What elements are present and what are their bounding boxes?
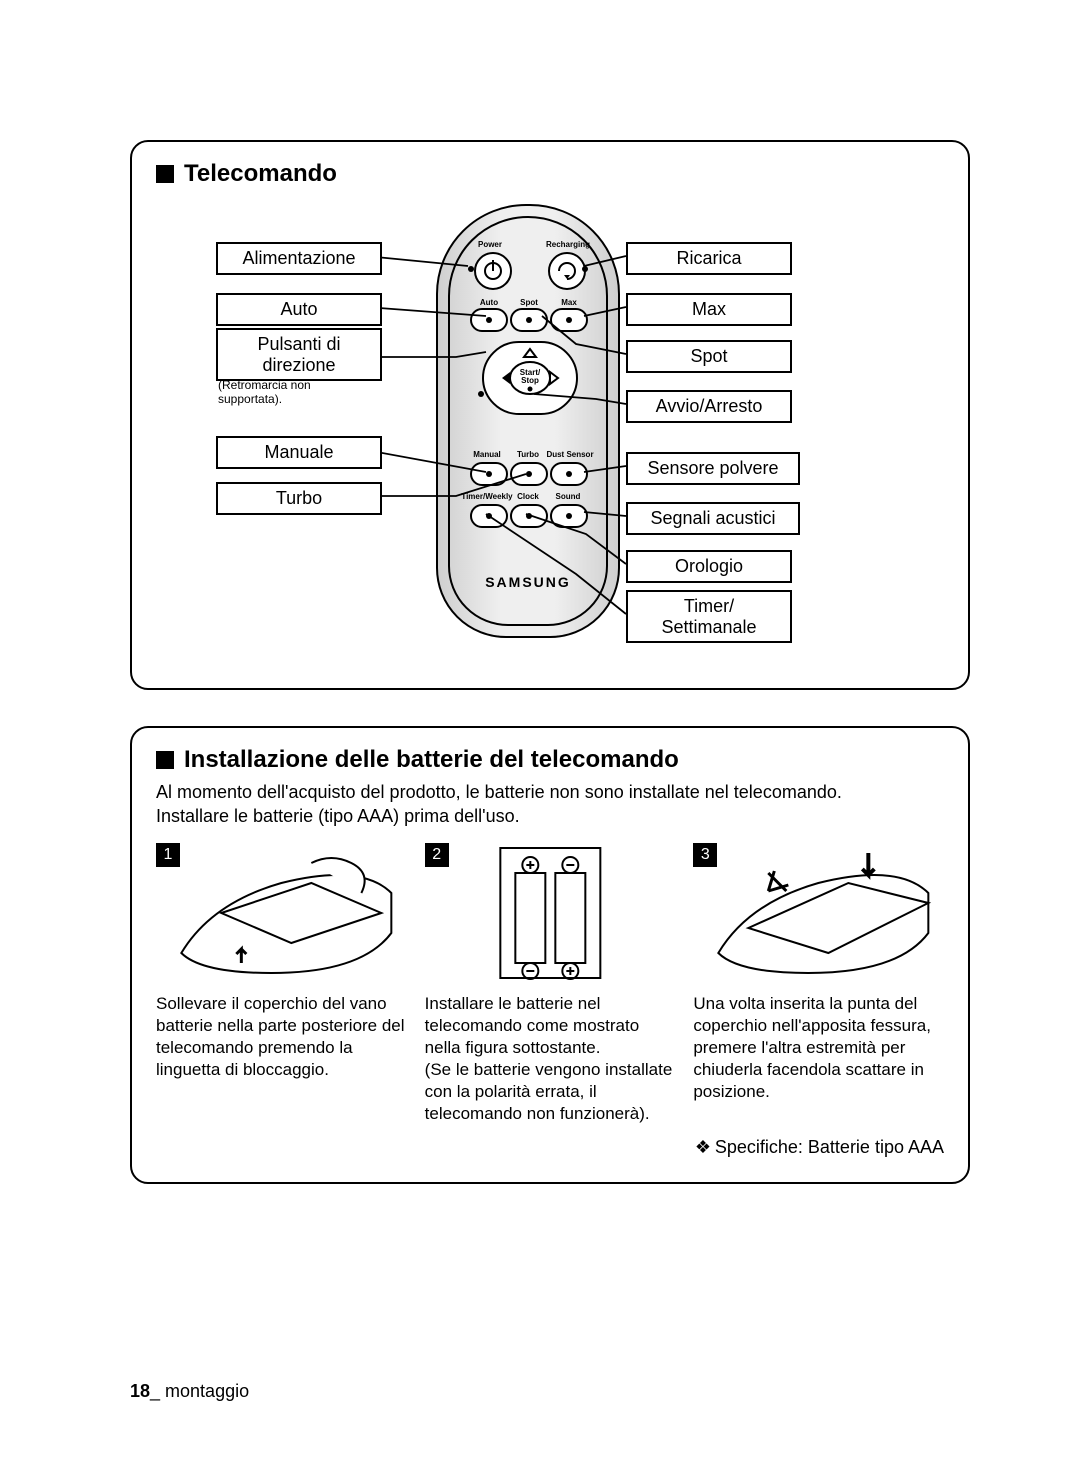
panel1-title-text: Telecomando — [184, 160, 337, 187]
battery-panel: Installazione delle batterie del telecom… — [130, 726, 970, 1184]
remote-diagram: Power Recharging Auto Spot Max — [156, 194, 944, 664]
label-timer: Timer/ Settimanale — [626, 590, 792, 643]
label-segnali: Segnali acustici — [626, 502, 800, 535]
label-direzione: Pulsanti di direzione — [216, 328, 382, 381]
step3-image: 3 — [693, 843, 944, 983]
label-ricarica: Ricarica — [626, 242, 792, 275]
spec-line: ❖ Specifiche: Batterie tipo AAA — [156, 1137, 944, 1158]
label-manuale: Manuale — [216, 436, 382, 469]
panel2-intro: Al momento dell'acquisto del prodotto, l… — [156, 780, 944, 829]
step2-num: 2 — [425, 843, 449, 867]
bullet-icon — [156, 165, 174, 183]
label-auto: Auto — [216, 293, 382, 326]
bullet-icon — [156, 751, 174, 769]
label-alimentazione: Alimentazione — [216, 242, 382, 275]
step3-num: 3 — [693, 843, 717, 867]
label-turbo: Turbo — [216, 482, 382, 515]
step-2: 2 Installare le batterie nel telecomando… — [425, 843, 676, 1126]
spec-icon: ❖ — [695, 1137, 709, 1158]
spec-text: Specifiche: Batterie tipo AAA — [715, 1137, 944, 1157]
panel2-title-text: Installazione delle batterie del telecom… — [184, 746, 679, 773]
label-spot: Spot — [626, 340, 792, 373]
label-max: Max — [626, 293, 792, 326]
step1-text: Sollevare il coperchio del vano batterie… — [156, 993, 407, 1081]
section-name: _ montaggio — [150, 1381, 249, 1401]
label-orologio: Orologio — [626, 550, 792, 583]
label-avvio: Avvio/Arresto — [626, 390, 792, 423]
page-footer: 18_ montaggio — [130, 1381, 249, 1402]
step1-image: 1 — [156, 843, 407, 983]
remote-panel: Telecomando Power Recharging Auto Spo — [130, 140, 970, 690]
label-sensore: Sensore polvere — [626, 452, 800, 485]
step3-text: Una volta inserita la punta del coperchi… — [693, 993, 944, 1103]
step-3: 3 Una volta inserita la punta del coperc… — [693, 843, 944, 1126]
panel1-title: Telecomando — [156, 160, 944, 188]
direzione-note: (Retromarcia non supportata). — [218, 378, 311, 406]
step-1: 1 Sollevare il coperchio del vano batter… — [156, 843, 407, 1126]
panel2-title: Installazione delle batterie del telecom… — [156, 746, 944, 774]
page-number: 18 — [130, 1381, 150, 1401]
step2-image: 2 — [425, 843, 676, 983]
step1-num: 1 — [156, 843, 180, 867]
step2-text: Installare le batterie nel telecomando c… — [425, 993, 676, 1126]
steps-row: 1 Sollevare il coperchio del vano batter… — [156, 843, 944, 1126]
